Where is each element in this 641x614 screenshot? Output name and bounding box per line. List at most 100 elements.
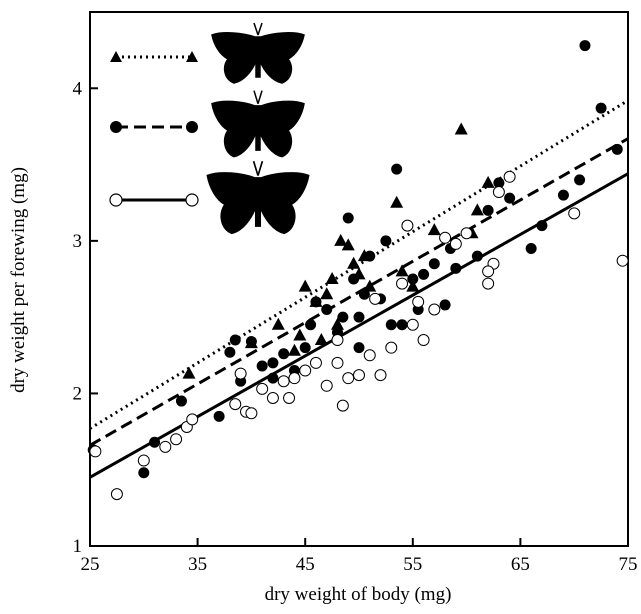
open-point xyxy=(289,373,300,384)
open-point xyxy=(300,365,311,376)
open-point xyxy=(397,278,408,289)
x-tick-label: 35 xyxy=(188,554,207,575)
filled-point xyxy=(483,205,494,216)
filled-point xyxy=(472,251,483,262)
open-point xyxy=(138,455,149,466)
triangle-point xyxy=(471,203,484,215)
open-point xyxy=(257,383,268,394)
open-point xyxy=(375,370,386,381)
filled-point xyxy=(450,263,461,274)
open-point xyxy=(504,171,515,182)
y-tick-label: 4 xyxy=(73,78,83,99)
triangle-point xyxy=(482,176,495,188)
filled-point xyxy=(176,396,187,407)
filled-point xyxy=(230,335,241,346)
y-tick-label: 3 xyxy=(73,231,83,252)
filled-point xyxy=(418,269,429,280)
filled-point xyxy=(214,411,225,422)
open-point xyxy=(569,208,580,219)
open-point xyxy=(364,350,375,361)
open-point xyxy=(450,238,461,249)
butterfly-icon xyxy=(212,91,304,157)
page: {"chart_data": {"type": "scatter", "x_la… xyxy=(0,0,641,614)
x-tick-label: 75 xyxy=(619,554,638,575)
open-point xyxy=(617,255,628,266)
filled-point xyxy=(359,289,370,300)
x-tick-label: 65 xyxy=(511,554,530,575)
chart: dry weight of body (mg) dry weight per f… xyxy=(0,0,641,614)
open-point xyxy=(461,228,472,239)
filled-point xyxy=(321,304,332,315)
open-point xyxy=(246,408,257,419)
butterfly-icon xyxy=(212,23,304,83)
open-point xyxy=(343,373,354,384)
open-point xyxy=(418,335,429,346)
filled-point xyxy=(246,336,257,347)
open-point xyxy=(407,319,418,330)
open-point xyxy=(370,293,381,304)
legend-marker xyxy=(186,121,198,133)
x-axis-label: dry weight of body (mg) xyxy=(265,584,452,605)
filled-point xyxy=(429,258,440,269)
open-point xyxy=(111,489,122,500)
filled-point xyxy=(596,103,607,114)
triangle-point xyxy=(347,257,360,269)
filled-point xyxy=(278,348,289,359)
open-point xyxy=(386,342,397,353)
open-point xyxy=(310,357,321,368)
open-point xyxy=(413,296,424,307)
butterfly-icon xyxy=(207,161,308,233)
legend xyxy=(110,23,309,233)
triangle-point xyxy=(315,333,328,345)
x-tick-label: 45 xyxy=(296,554,315,575)
open-point xyxy=(354,370,365,381)
filled-point xyxy=(536,220,547,231)
triangle-point xyxy=(320,287,333,299)
x-tick-label: 55 xyxy=(403,554,422,575)
legend-marker xyxy=(186,194,198,206)
y-axis-label: dry weight per forewing (mg) xyxy=(8,167,29,393)
open-point xyxy=(187,414,198,425)
triangle-point xyxy=(390,196,403,208)
open-point xyxy=(483,278,494,289)
filled-point xyxy=(300,342,311,353)
open-point xyxy=(160,441,171,452)
legend-marker xyxy=(110,194,122,206)
open-point xyxy=(278,376,289,387)
open-point xyxy=(332,335,343,346)
filled-point xyxy=(364,251,375,262)
filled-point xyxy=(574,174,585,185)
open-point xyxy=(171,434,182,445)
open-point xyxy=(493,187,504,198)
triangle-point xyxy=(428,223,441,235)
filled-point xyxy=(397,319,408,330)
filled-point xyxy=(354,312,365,323)
filled-point xyxy=(257,360,268,371)
open-point xyxy=(230,399,241,410)
open-point xyxy=(440,232,451,243)
filled-point xyxy=(305,319,316,330)
triangle-point xyxy=(288,344,301,356)
legend-marker xyxy=(110,121,122,133)
triangle-point xyxy=(455,122,468,134)
open-point xyxy=(483,266,494,277)
filled-point xyxy=(343,212,354,223)
filled-point xyxy=(386,319,397,330)
open-point xyxy=(402,220,413,231)
filled-point xyxy=(391,164,402,175)
filled-point xyxy=(558,190,569,201)
filled-point xyxy=(407,274,418,285)
triangle-point xyxy=(293,328,306,340)
open-point xyxy=(332,357,343,368)
regression-line xyxy=(90,174,628,478)
filled-point xyxy=(337,312,348,323)
filled-point xyxy=(612,144,623,155)
filled-point xyxy=(354,342,365,353)
open-point xyxy=(267,393,278,404)
filled-point xyxy=(440,299,451,310)
open-point xyxy=(90,446,101,457)
filled-point xyxy=(267,373,278,384)
filled-point xyxy=(526,243,537,254)
open-point xyxy=(321,380,332,391)
y-tick-label: 2 xyxy=(73,383,83,404)
